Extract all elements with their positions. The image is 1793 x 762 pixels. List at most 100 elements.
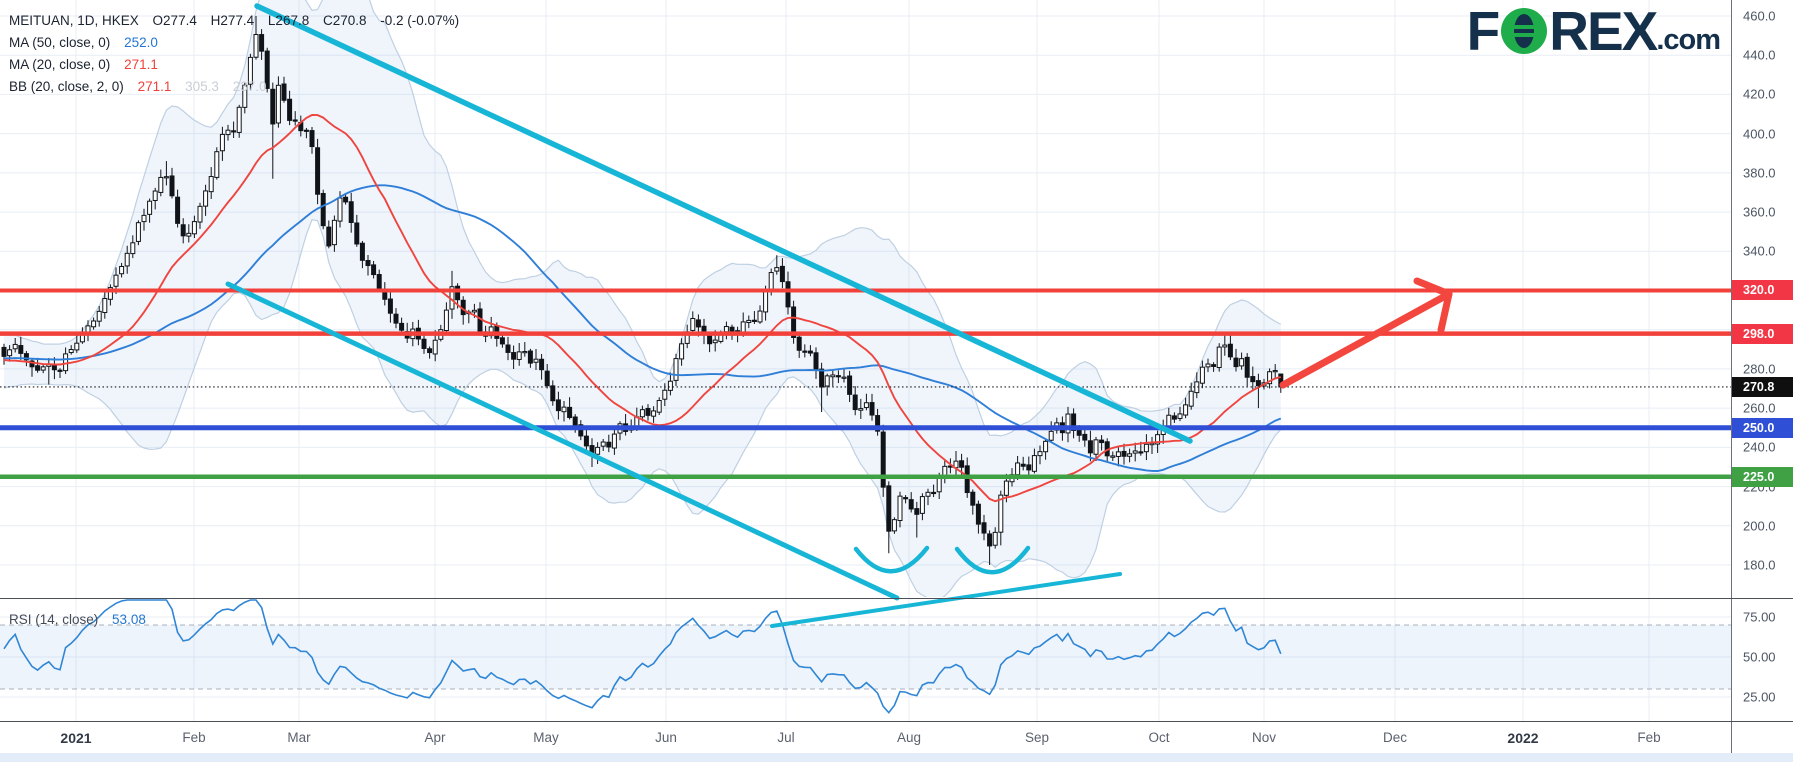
candle-down bbox=[807, 350, 813, 354]
candle-down bbox=[354, 222, 360, 245]
candle-up bbox=[141, 214, 147, 223]
cyan-u-curve-1[interactable] bbox=[853, 545, 930, 574]
candle-down bbox=[343, 196, 349, 203]
candle-up bbox=[1149, 442, 1155, 446]
price-badge-298.0: 298.0 bbox=[1732, 323, 1793, 344]
rsi-value: 53.08 bbox=[112, 612, 146, 627]
price-tick-label: 340.0 bbox=[1743, 243, 1776, 259]
rsi-tick-label: 75.00 bbox=[1743, 609, 1776, 625]
candle-down bbox=[1026, 464, 1032, 471]
candle-down bbox=[292, 119, 298, 122]
candle-down bbox=[987, 533, 993, 547]
candle-up bbox=[763, 290, 769, 313]
candle-down bbox=[880, 431, 886, 488]
time-label-Mar: Mar bbox=[287, 730, 311, 745]
ma50-legend-row[interactable]: MA (50, close, 0) 252.0 bbox=[9, 32, 459, 54]
candle-down bbox=[231, 130, 237, 133]
gridlines bbox=[0, 0, 1731, 721]
candle-down bbox=[729, 326, 735, 332]
rsi-legend-row[interactable]: RSI (14, close) 53.08 bbox=[9, 612, 146, 627]
candle-down bbox=[869, 402, 875, 416]
candle-up bbox=[1065, 413, 1071, 434]
bollinger-lower-line bbox=[3, 219, 1282, 597]
time-label-Nov: Nov bbox=[1251, 730, 1277, 745]
candle-up bbox=[1188, 390, 1194, 407]
price-tick-label: 240.0 bbox=[1743, 439, 1776, 455]
candle-down bbox=[29, 360, 35, 368]
candle-up bbox=[152, 190, 158, 201]
ma20-legend-row[interactable]: MA (20, close, 0) 271.1 bbox=[9, 54, 459, 76]
candle-up bbox=[1031, 455, 1037, 472]
candle-down bbox=[1255, 380, 1261, 387]
candle-down bbox=[365, 260, 371, 267]
candle-up bbox=[91, 320, 97, 328]
candle-down bbox=[1, 346, 7, 357]
candle-down bbox=[785, 281, 791, 308]
pane-separator-price-rsi[interactable] bbox=[0, 597, 1793, 599]
candle-down bbox=[348, 201, 354, 223]
candle-up bbox=[102, 298, 108, 314]
price-axis[interactable]: 460.0 440.0 420.0 400.0 380.0 360.0 340.0 280.0… bbox=[1731, 0, 1793, 762]
symbol-ohlc-row[interactable]: MEITUAN, 1D, HKEX O277.4 H277.4 L267.8 C… bbox=[9, 10, 459, 32]
candle-up bbox=[1093, 439, 1099, 455]
cyan-u-curve-2[interactable] bbox=[954, 545, 1031, 575]
drawings-layer[interactable] bbox=[225, 3, 1453, 628]
candle-up bbox=[1037, 451, 1043, 457]
cyan-trendline-1[interactable] bbox=[254, 3, 1193, 444]
ma50-line bbox=[4, 184, 1282, 472]
candle-down bbox=[18, 345, 24, 354]
price-tick-label: 380.0 bbox=[1743, 165, 1776, 181]
ohlc-high: H277.4 bbox=[210, 13, 255, 28]
price-tick-label: 460.0 bbox=[1743, 8, 1776, 24]
candle-up bbox=[130, 242, 136, 255]
candle-down bbox=[779, 265, 785, 283]
candle-down bbox=[455, 285, 461, 301]
cyan-trendline-2[interactable] bbox=[225, 281, 900, 601]
time-label-Apr: Apr bbox=[424, 730, 446, 745]
price-badge-320.0: 320.0 bbox=[1732, 280, 1793, 301]
candle-down bbox=[1076, 429, 1082, 436]
candle-down bbox=[1082, 433, 1088, 441]
candle-up bbox=[746, 319, 752, 324]
rsi-tick-label: 25.00 bbox=[1743, 689, 1776, 705]
candle-down bbox=[303, 129, 309, 132]
bb-label: BB (20, close, 2, 0) bbox=[9, 79, 124, 94]
pane-separator-rsi-time[interactable] bbox=[0, 720, 1793, 722]
logo-o-icon bbox=[1501, 8, 1548, 54]
candle-up bbox=[1166, 414, 1172, 428]
ma20-label: MA (20, close, 0) bbox=[9, 57, 111, 72]
candle-up bbox=[124, 252, 130, 267]
candle-up bbox=[662, 389, 668, 400]
candle-down bbox=[964, 465, 970, 494]
candle-up bbox=[824, 375, 830, 387]
candle-down bbox=[1233, 357, 1239, 368]
candlestick-series[interactable] bbox=[1, 16, 1284, 565]
candle-up bbox=[1194, 381, 1200, 394]
candle-down bbox=[1211, 364, 1217, 367]
candle-up bbox=[113, 274, 119, 287]
candle-up bbox=[1183, 404, 1189, 416]
candle-down bbox=[931, 491, 937, 495]
candle-up bbox=[1272, 370, 1278, 373]
candle-up bbox=[768, 272, 774, 292]
candle-down bbox=[180, 224, 186, 237]
candle-up bbox=[679, 343, 685, 360]
chart-legend[interactable]: MEITUAN, 1D, HKEX O277.4 H277.4 L267.8 C… bbox=[9, 10, 459, 98]
candle-down bbox=[550, 385, 556, 402]
red-arrow-shaft[interactable] bbox=[1279, 290, 1453, 389]
rsi-cyan-trendline[interactable] bbox=[770, 572, 1122, 628]
red-arrow-head bbox=[1413, 277, 1453, 334]
candle-down bbox=[791, 306, 797, 338]
candle-up bbox=[242, 84, 248, 108]
candle-up bbox=[712, 339, 718, 344]
candle-down bbox=[819, 368, 825, 388]
bb-legend-row[interactable]: BB (20, close, 2, 0) 271.1 305.3 237.0 bbox=[9, 76, 459, 98]
price-tick-label: 200.0 bbox=[1743, 518, 1776, 534]
price-tick-label: 420.0 bbox=[1743, 86, 1776, 102]
logo-dot-com: .com bbox=[1656, 24, 1721, 56]
candle-down bbox=[835, 375, 841, 378]
rsi-pane[interactable] bbox=[0, 624, 1731, 690]
candle-up bbox=[203, 190, 209, 207]
